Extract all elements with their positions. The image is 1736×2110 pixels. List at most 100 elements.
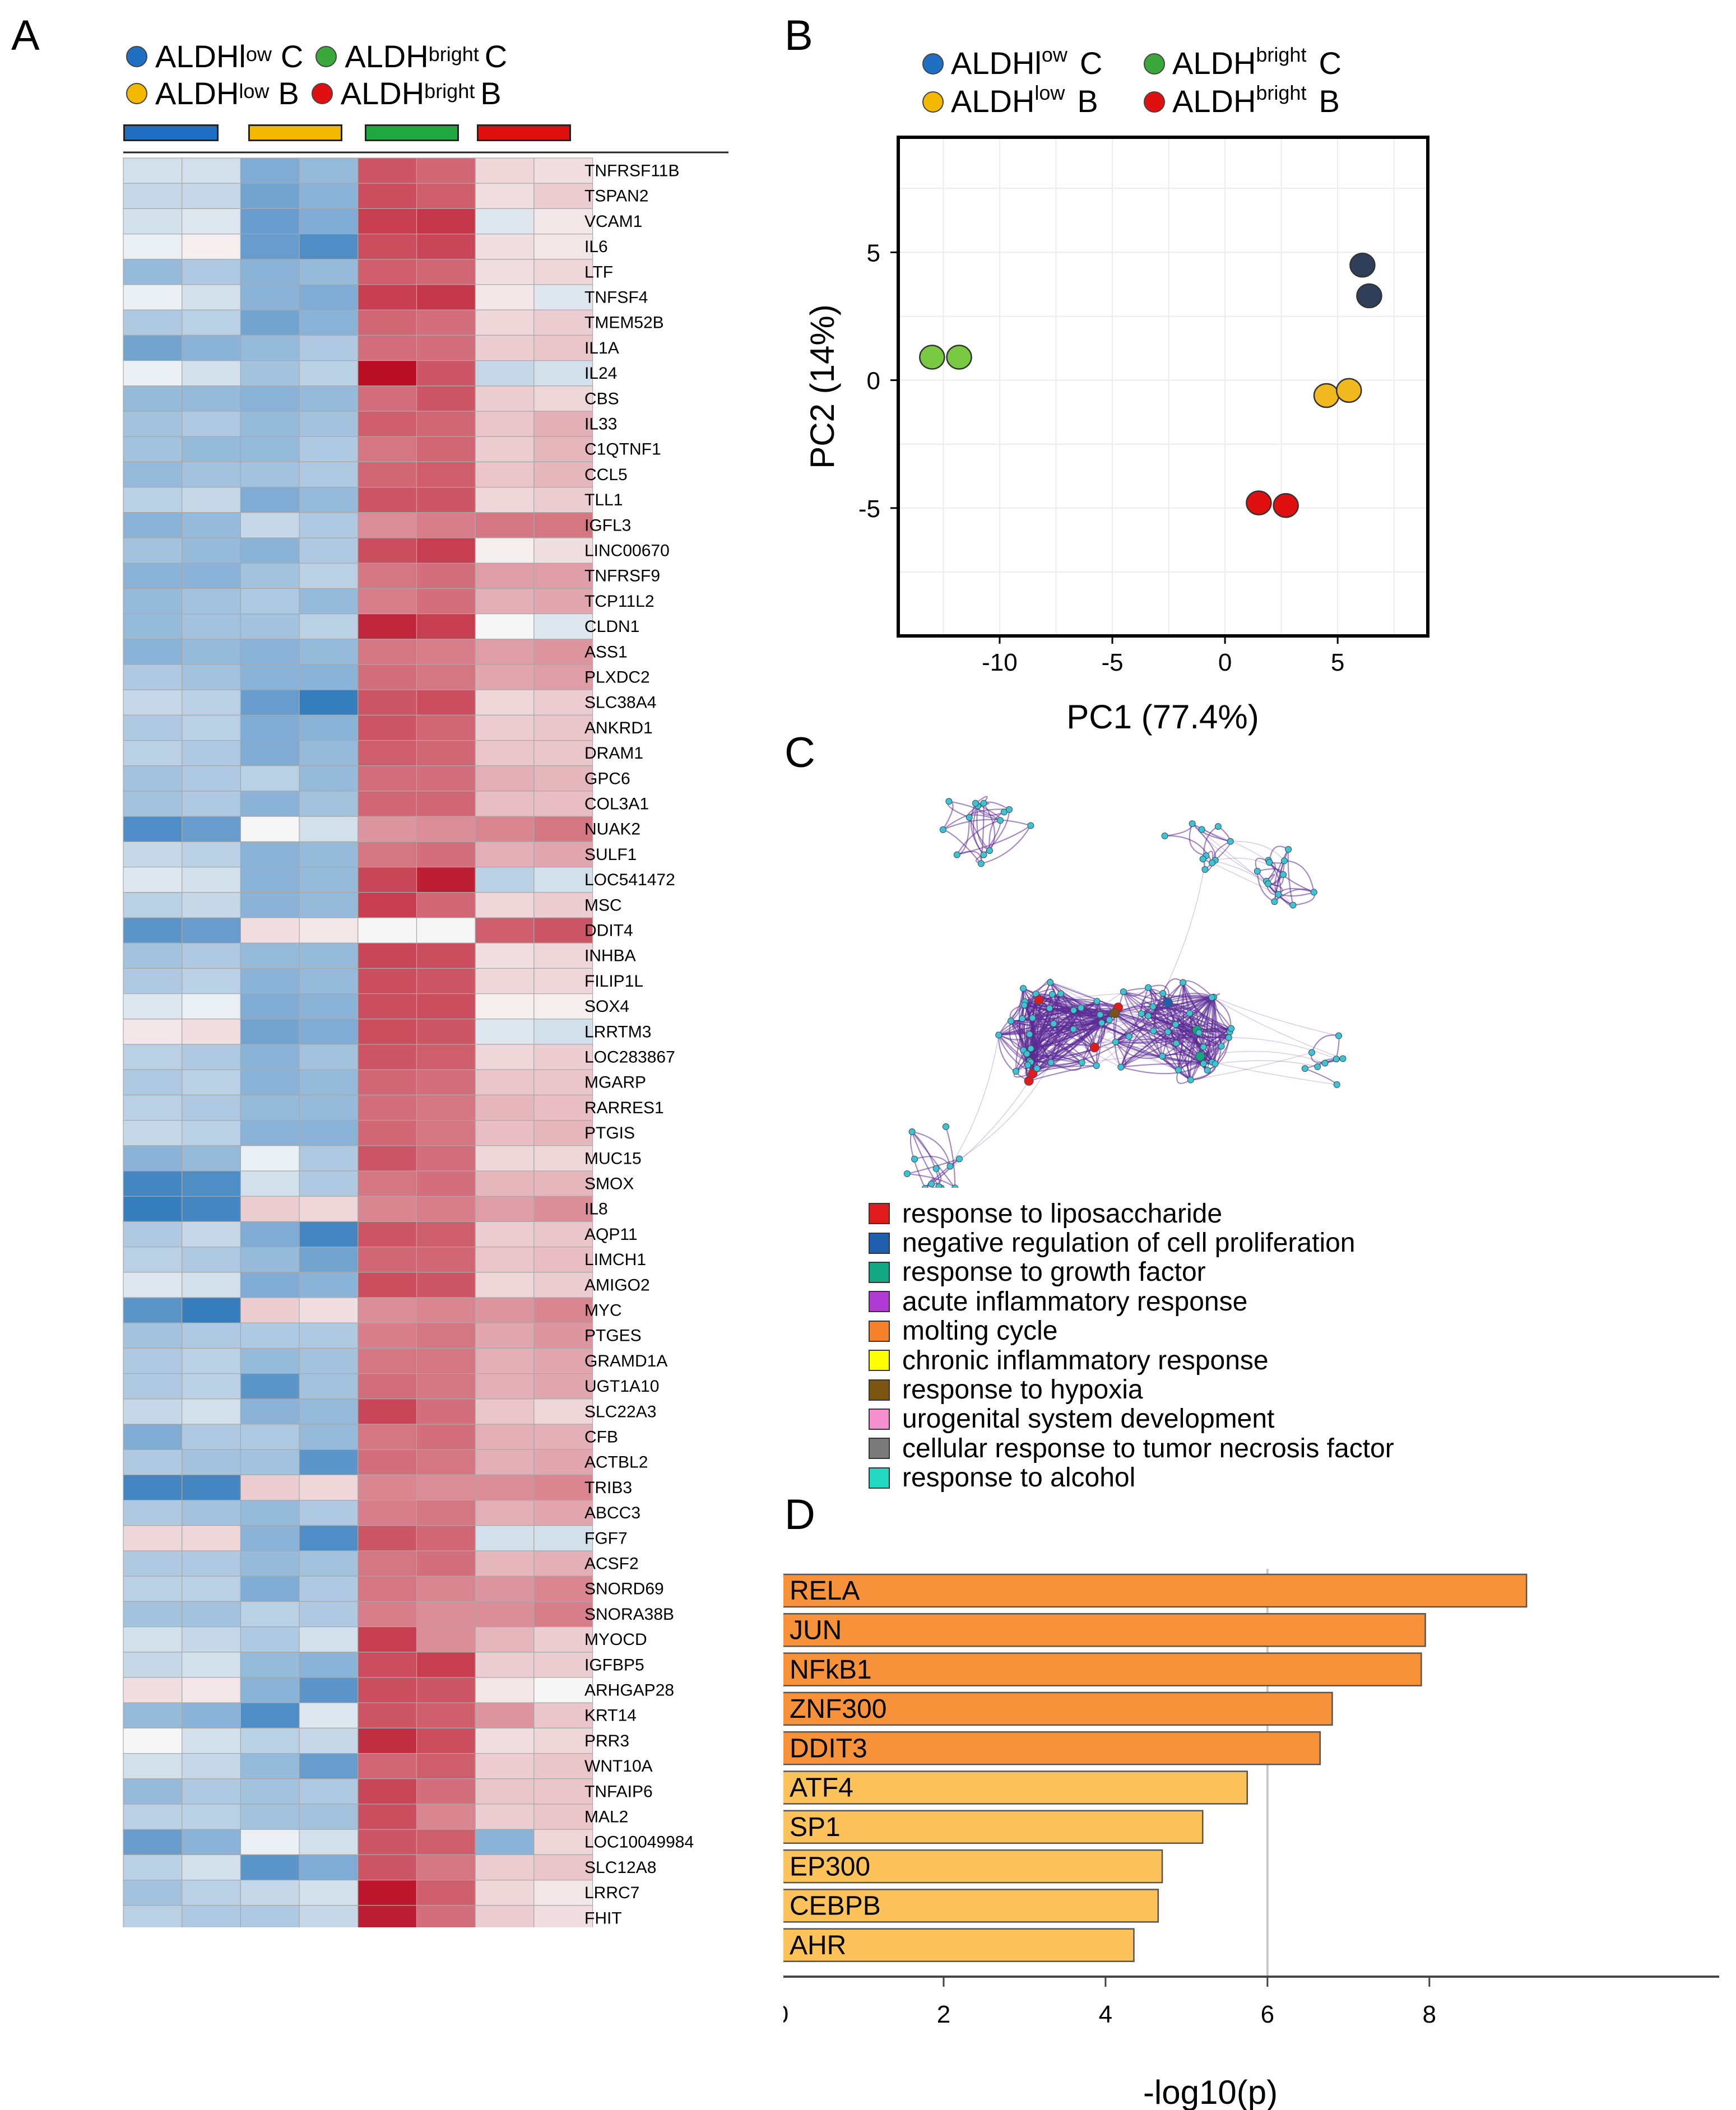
heatmap-cell: [358, 1170, 417, 1197]
heatmap-cell: [416, 1550, 476, 1577]
network-edge: [998, 1034, 1033, 1074]
network-edge: [956, 820, 1001, 856]
heatmap-cell: [299, 1247, 359, 1273]
heatmap-cell: [416, 1829, 476, 1855]
network-edge: [998, 993, 1037, 1035]
heatmap-cell: [240, 234, 300, 260]
heatmap-row-label: SULF1: [584, 845, 637, 864]
legend-swatch: [869, 1203, 890, 1225]
pca-plot-frame: [897, 136, 1429, 638]
heatmap-cell: [475, 1804, 535, 1830]
enrichment-network: [903, 796, 1347, 1188]
network-node: [1024, 1076, 1034, 1086]
heatmap-cell: [123, 740, 183, 766]
heatmap-cell: [416, 1626, 476, 1653]
heatmap-cell: [416, 1221, 476, 1248]
heatmap-row-label: LTF: [584, 263, 613, 281]
heatmap-cell: [240, 1500, 300, 1526]
heatmap-cell: [240, 486, 300, 513]
heatmap-cell: [299, 183, 359, 210]
heatmap-cell: [299, 486, 359, 513]
heatmap-cell: [240, 1626, 300, 1653]
heatmap-cell: [240, 1196, 300, 1222]
heatmap-cell: [123, 436, 183, 463]
heatmap-cell: [358, 1905, 417, 1927]
heatmap-cell: [123, 512, 183, 538]
network-edge: [1176, 1024, 1229, 1038]
pca-legend-dot: [922, 91, 944, 113]
heatmap-cell: [123, 1525, 183, 1551]
heatmap-cell: [533, 1347, 593, 1374]
network-node: [1145, 984, 1152, 991]
bar-category-label: RELA: [790, 1576, 860, 1606]
heatmap-cell: [123, 1652, 183, 1678]
heatmap-cell: [475, 1373, 535, 1400]
heatmap-cell: [533, 1247, 593, 1273]
heatmap-cell: [123, 1069, 183, 1095]
network-node: [1228, 1025, 1235, 1032]
network-node: [1089, 1043, 1099, 1053]
heatmap-cell: [240, 1119, 300, 1146]
bar: [783, 1810, 1204, 1844]
heatmap-cell: [533, 1626, 593, 1653]
network-node: [1333, 1056, 1340, 1063]
heatmap-cell: [299, 1778, 359, 1805]
heatmap-cell: [416, 309, 476, 336]
heatmap-cell: [182, 284, 242, 310]
network-edge: [911, 1131, 956, 1188]
heatmap-cell: [475, 1854, 535, 1881]
heatmap-cell: [240, 1272, 300, 1298]
network-node: [1289, 901, 1297, 909]
network-node: [1301, 1065, 1308, 1072]
heatmap-cell: [475, 1119, 535, 1146]
heatmap-cell: [416, 1424, 476, 1450]
heatmap-cell: [182, 714, 242, 741]
network-node: [1046, 1005, 1053, 1012]
group-bar-aldh-bright-c: [365, 124, 459, 141]
heatmap-cell: [416, 1601, 476, 1628]
heatmap-cell: [240, 411, 300, 437]
heatmap-cell: [358, 1575, 417, 1602]
heatmap-cell: [358, 1119, 417, 1146]
heatmap-cell: [416, 563, 476, 589]
heatmap-cell: [358, 917, 417, 944]
heatmap-row-label: MUC15: [584, 1149, 642, 1168]
network-node: [1280, 857, 1288, 865]
network-edge: [1287, 849, 1294, 905]
heatmap-cell: [123, 1424, 183, 1450]
network-node: [1208, 994, 1215, 1001]
heatmap-cell: [416, 1753, 476, 1779]
network-edge: [1049, 1008, 1179, 1071]
network-edge: [1032, 1004, 1118, 1019]
heatmap-cell: [240, 537, 300, 564]
heatmap-row-label: LINC00670: [584, 542, 670, 560]
heatmap-cell: [475, 309, 535, 336]
heatmap-cell: [299, 1272, 359, 1298]
heatmap-cell: [240, 1170, 300, 1197]
network-node: [1138, 1010, 1145, 1017]
heatmap-cell: [533, 1119, 593, 1146]
legend-sup: bright: [424, 79, 475, 103]
pca-y-tick-label: -5: [858, 495, 880, 523]
heatmap-row-label: COL3A1: [584, 795, 649, 814]
heatmap-cell: [475, 1525, 535, 1551]
heatmap-row-label: IL8: [584, 1200, 608, 1219]
network-node: [1200, 1043, 1207, 1051]
heatmap-cell: [182, 892, 242, 918]
heatmap-cell: [182, 563, 242, 589]
legend-label: urogenital system development: [902, 1404, 1275, 1434]
heatmap-cell: [358, 1880, 417, 1906]
heatmap-cell: [533, 1905, 593, 1927]
heatmap-cell: [358, 360, 417, 387]
heatmap-cell: [182, 234, 242, 260]
heatmap-cell: [475, 1044, 535, 1070]
network-node: [1195, 1029, 1203, 1037]
heatmap-cell: [358, 1347, 417, 1374]
heatmap-cell: [240, 892, 300, 918]
network-node: [1198, 826, 1205, 833]
heatmap-cell: [182, 1601, 242, 1628]
heatmap-row-label: IL6: [584, 238, 608, 256]
heatmap-cell: [240, 1753, 300, 1779]
heatmap-cell: [475, 1221, 535, 1248]
network-node: [1078, 1004, 1085, 1011]
